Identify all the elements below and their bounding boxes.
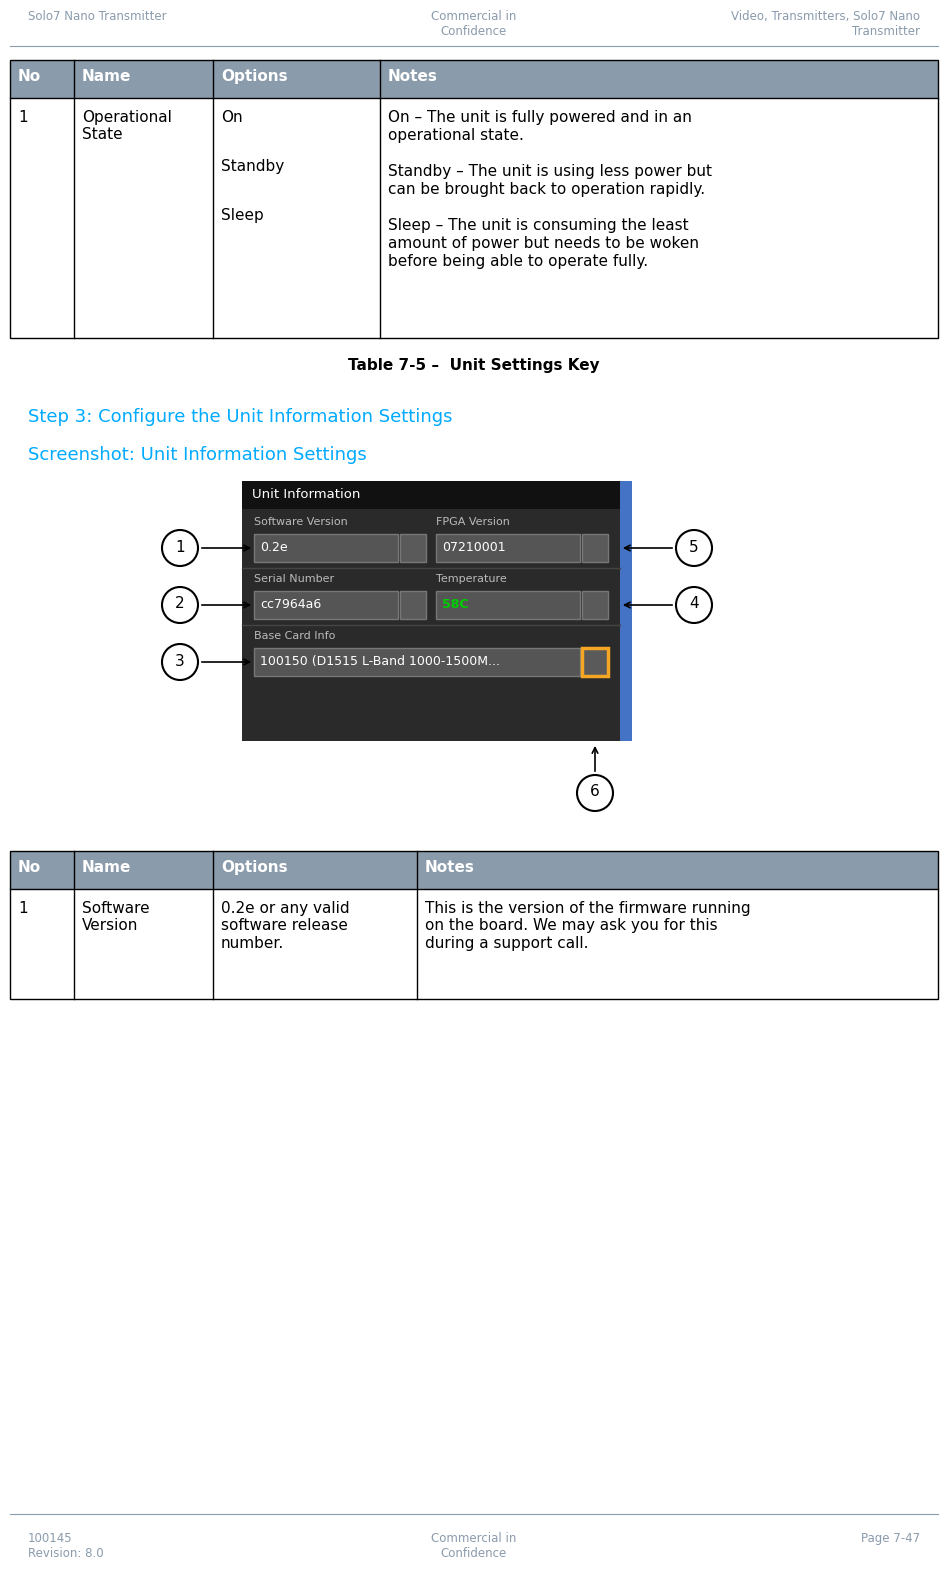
Text: can be brought back to operation rapidly.: can be brought back to operation rapidly…: [388, 183, 705, 197]
Text: 0.2e: 0.2e: [260, 541, 287, 554]
Bar: [10, 852, 938, 999]
Bar: [254, 590, 398, 619]
Text: On – The unit is fully powered and in an: On – The unit is fully powered and in an: [388, 110, 692, 124]
Bar: [436, 534, 580, 562]
Text: On

Standby

Sleep: On Standby Sleep: [221, 110, 284, 224]
Text: before being able to operate fully.: before being able to operate fully.: [388, 253, 648, 269]
Text: Commercial in
Confidence: Commercial in Confidence: [431, 1532, 517, 1560]
Text: 1: 1: [18, 110, 27, 124]
Text: Standby – The unit is using less power but: Standby – The unit is using less power b…: [388, 164, 712, 179]
Circle shape: [577, 774, 613, 811]
Text: 1: 1: [175, 540, 185, 554]
Bar: [400, 590, 426, 619]
Text: cc7964a6: cc7964a6: [260, 598, 321, 611]
Bar: [582, 590, 608, 619]
Text: operational state.: operational state.: [388, 127, 524, 143]
Text: 58C: 58C: [442, 598, 468, 611]
Text: Page 7-47: Page 7-47: [861, 1532, 920, 1546]
Bar: [10, 60, 938, 98]
Bar: [254, 534, 398, 562]
Text: No: No: [18, 859, 41, 875]
Text: Notes: Notes: [425, 859, 475, 875]
Text: 5: 5: [689, 540, 699, 554]
Text: 100145
Revision: 8.0: 100145 Revision: 8.0: [28, 1532, 103, 1560]
Circle shape: [676, 530, 712, 567]
Bar: [400, 534, 426, 562]
Text: Name: Name: [82, 69, 132, 83]
Text: 3: 3: [175, 653, 185, 669]
Bar: [254, 648, 580, 675]
Text: 6: 6: [590, 784, 600, 800]
Text: 07210001: 07210001: [442, 541, 505, 554]
Circle shape: [676, 587, 712, 623]
Text: 100150 (D1515 L-Band 1000-1500M...: 100150 (D1515 L-Band 1000-1500M...: [260, 655, 500, 667]
Text: No: No: [18, 69, 41, 83]
Text: Name: Name: [82, 859, 132, 875]
Bar: [10, 60, 938, 338]
Text: Operational
State: Operational State: [82, 110, 172, 142]
Bar: [10, 852, 938, 889]
Circle shape: [162, 530, 198, 567]
Bar: [582, 648, 608, 675]
Text: FPGA Version: FPGA Version: [436, 516, 510, 527]
Text: Step 3: Configure the Unit Information Settings: Step 3: Configure the Unit Information S…: [28, 408, 452, 427]
Text: 4: 4: [689, 597, 699, 612]
Text: Notes: Notes: [388, 69, 438, 83]
Circle shape: [162, 644, 198, 680]
Text: Options: Options: [221, 859, 287, 875]
Text: 0.2e or any valid
software release
number.: 0.2e or any valid software release numbe…: [221, 900, 350, 951]
Text: Video, Transmitters, Solo7 Nano
Transmitter: Video, Transmitters, Solo7 Nano Transmit…: [731, 9, 920, 38]
Text: Sleep – The unit is consuming the least: Sleep – The unit is consuming the least: [388, 219, 688, 233]
Text: Table 7-5 –  Unit Settings Key: Table 7-5 – Unit Settings Key: [348, 357, 600, 373]
Text: Options: Options: [221, 69, 287, 83]
Bar: [242, 482, 632, 508]
Bar: [620, 482, 632, 741]
Bar: [242, 482, 632, 741]
Text: Temperature: Temperature: [436, 575, 507, 584]
Text: Base Card Info: Base Card Info: [254, 631, 336, 641]
Text: Commercial in
Confidence: Commercial in Confidence: [431, 9, 517, 38]
Text: Solo7 Nano Transmitter: Solo7 Nano Transmitter: [28, 9, 167, 24]
Bar: [436, 590, 580, 619]
Text: Unit Information: Unit Information: [252, 488, 360, 501]
Text: 2: 2: [175, 597, 185, 612]
Text: Software
Version: Software Version: [82, 900, 150, 933]
Circle shape: [162, 587, 198, 623]
Bar: [582, 534, 608, 562]
Text: 1: 1: [18, 900, 27, 916]
Text: This is the version of the firmware running
on the board. We may ask you for thi: This is the version of the firmware runn…: [425, 900, 751, 951]
Text: Software Version: Software Version: [254, 516, 348, 527]
Text: Serial Number: Serial Number: [254, 575, 334, 584]
Text: Screenshot: Unit Information Settings: Screenshot: Unit Information Settings: [28, 445, 367, 464]
Text: amount of power but needs to be woken: amount of power but needs to be woken: [388, 236, 699, 250]
